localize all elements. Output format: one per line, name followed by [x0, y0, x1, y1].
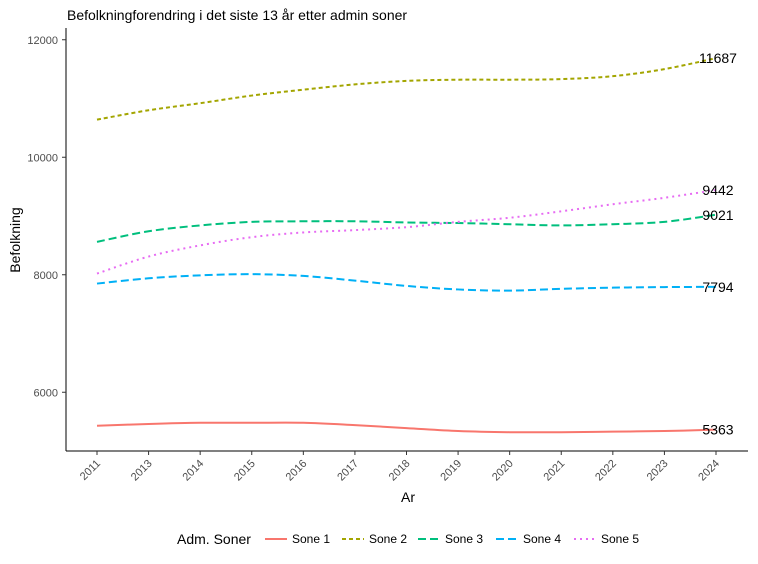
- y-axis-label: Befolkning: [7, 207, 23, 272]
- y-tick-label: 12000: [27, 35, 58, 47]
- series-line-sone-3: [96, 213, 717, 243]
- end-label-sone-4: 7794: [702, 279, 733, 295]
- y-axis-ticks: 6000 8000 10000 12000: [27, 35, 66, 399]
- x-tick-label: 2021: [542, 458, 568, 484]
- y-tick-label: 8000: [34, 270, 58, 282]
- x-axis-ticks: 2011 2013 2014 2015 2016 2017 2018 2019 2020 2021…: [78, 451, 722, 483]
- legend-items: Sone 1 Sone 2 Sone 3 Sone 4 Sone 5: [265, 532, 639, 546]
- x-axis-label: Ar: [401, 489, 415, 505]
- y-tick-label: 10000: [27, 152, 58, 164]
- plot-area: 5363 11687 9021 7794 9442: [96, 50, 737, 438]
- legend-label-sone-3: Sone 3: [445, 532, 483, 546]
- legend-label-sone-4: Sone 4: [523, 532, 561, 546]
- end-label-sone-1: 5363: [702, 422, 733, 438]
- legend-label-sone-5: Sone 5: [601, 532, 639, 546]
- series-line-sone-2: [96, 57, 717, 121]
- chart-title: Befolkningforendring i det siste 13 år e…: [67, 7, 407, 23]
- x-tick-label: 2022: [593, 458, 619, 484]
- x-tick-label: 2013: [129, 458, 155, 484]
- series-line-sone-1: [96, 421, 717, 434]
- x-tick-label: 2016: [284, 458, 310, 484]
- end-label-sone-3: 9021: [702, 207, 733, 223]
- x-tick-label: 2019: [438, 458, 464, 484]
- x-tick-label: 2014: [180, 458, 206, 484]
- end-label-sone-2: 11687: [699, 50, 737, 66]
- x-tick-label: 2015: [232, 458, 258, 484]
- x-tick-label: 2024: [696, 458, 722, 484]
- end-label-sone-5: 9442: [702, 182, 733, 198]
- legend-label-sone-2: Sone 2: [369, 532, 407, 546]
- series-line-sone-5: [96, 189, 717, 275]
- legend-label-sone-1: Sone 1: [292, 532, 330, 546]
- x-tick-label: 2011: [78, 458, 103, 483]
- series-line-sone-4: [96, 273, 717, 292]
- legend-title: Adm. Soner: [177, 531, 251, 547]
- x-tick-label: 2018: [387, 458, 413, 484]
- x-tick-label: 2017: [335, 458, 361, 484]
- legend: Adm. Soner Sone 1 Sone 2 Sone 3 Sone 4 Sone …: [177, 531, 639, 547]
- x-tick-label: 2020: [490, 458, 516, 484]
- x-tick-label: 2023: [645, 458, 671, 484]
- y-tick-label: 6000: [34, 387, 58, 399]
